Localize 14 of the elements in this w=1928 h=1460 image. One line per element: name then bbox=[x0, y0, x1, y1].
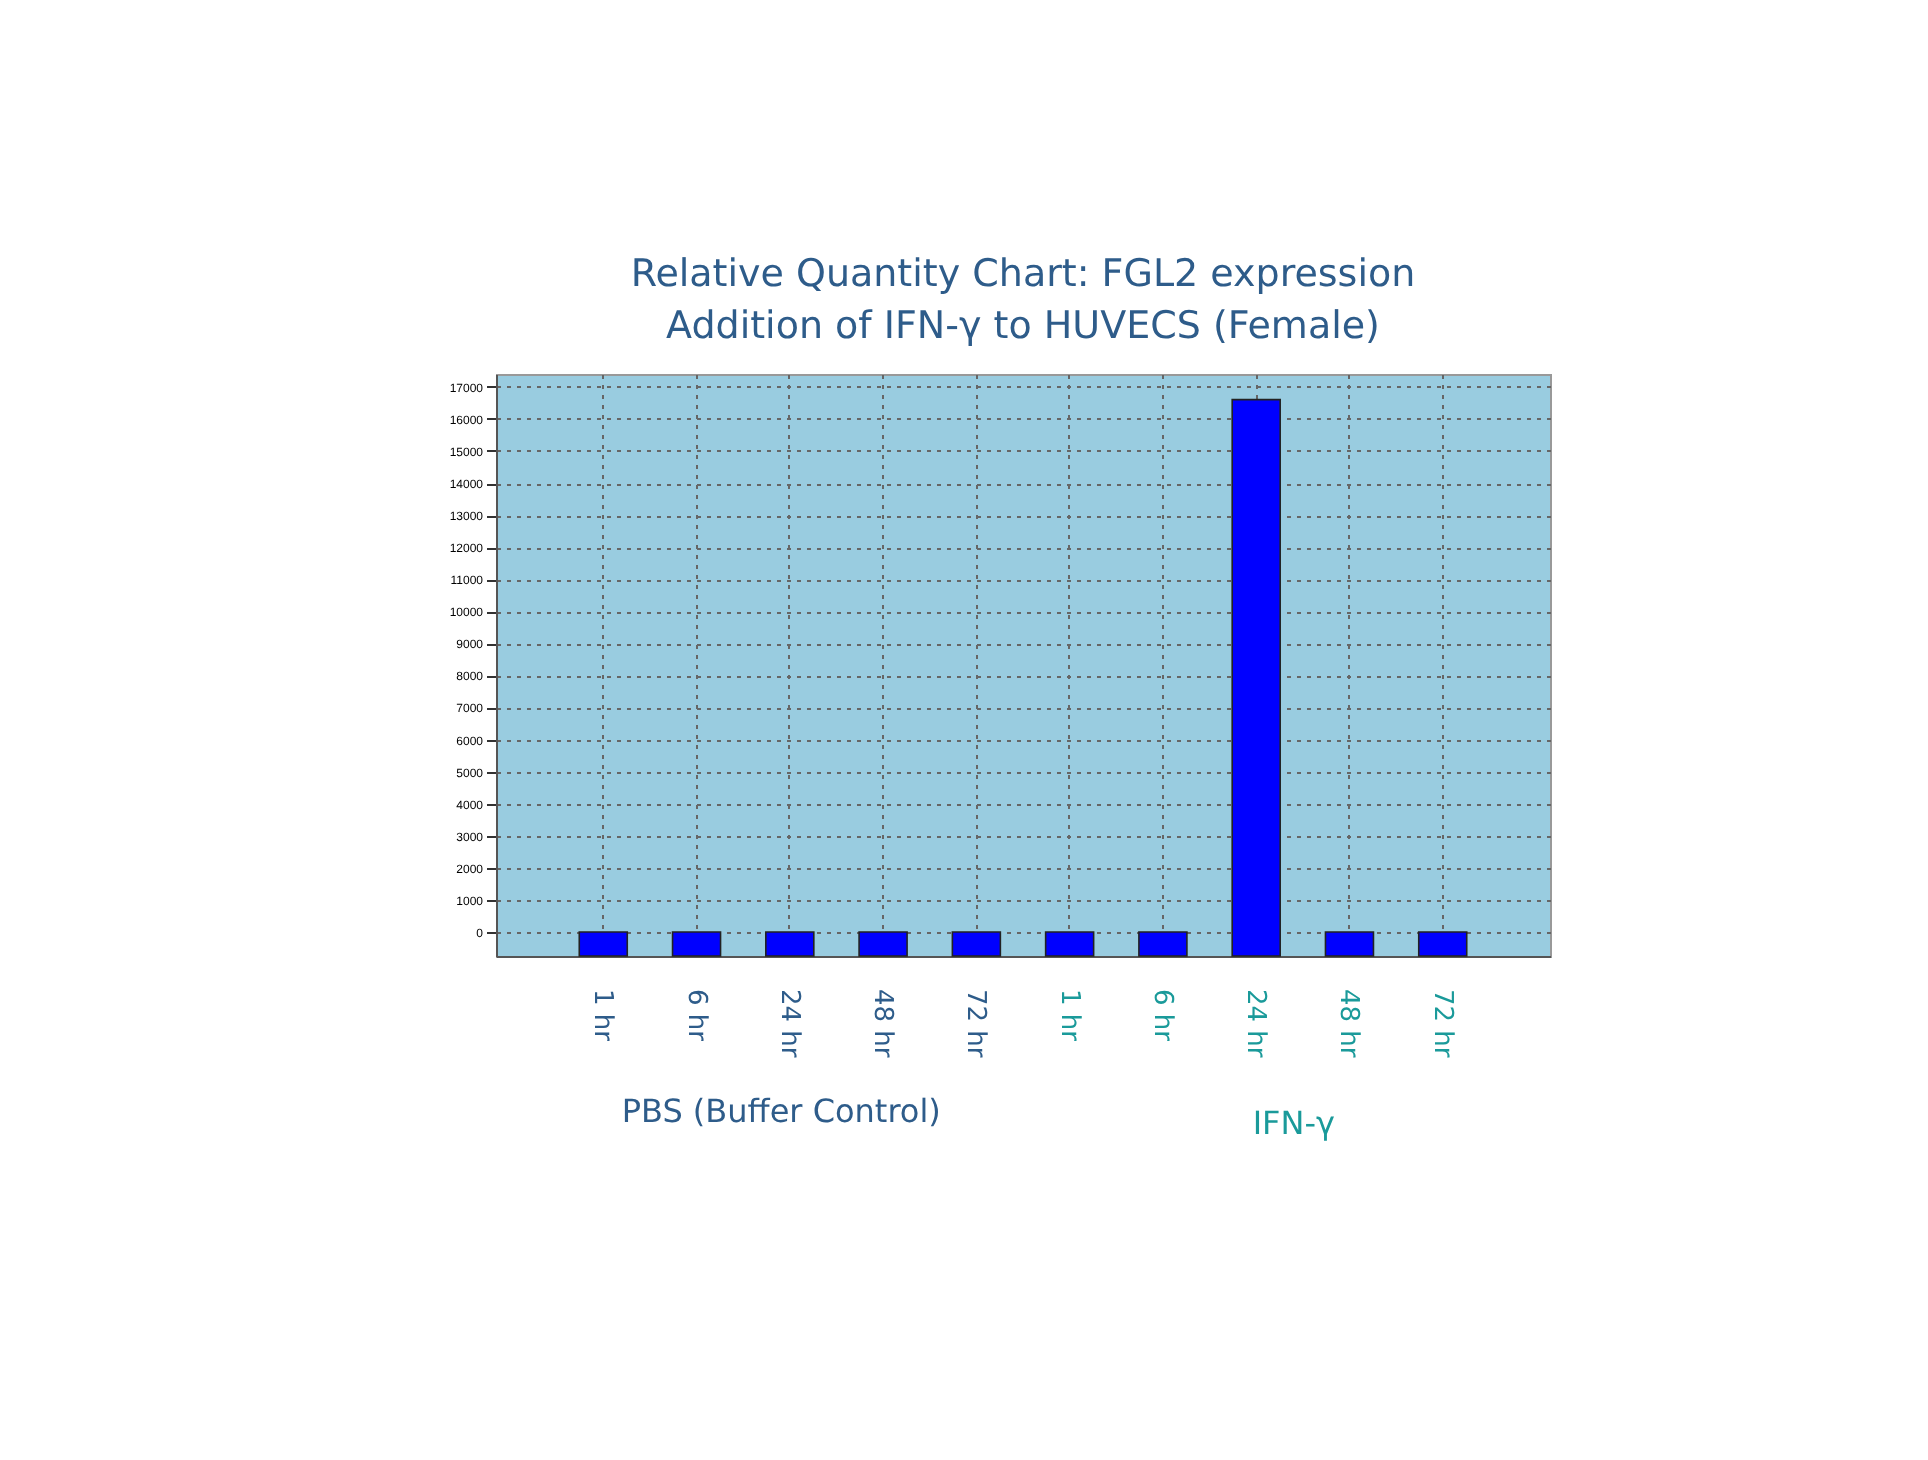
x-tick-label: 72 hr bbox=[1426, 989, 1457, 1059]
text: Relative Quantity Chart: FGL2 expression bbox=[630, 252, 1416, 296]
x-tick-label: 24 hr bbox=[1240, 989, 1271, 1059]
x-tick-label: 1 hr bbox=[1053, 989, 1084, 1043]
x-tick-label: 48 hr bbox=[867, 989, 898, 1059]
x-tick-label: 1 hr bbox=[587, 989, 618, 1043]
x-tick-label: 6 hr bbox=[680, 989, 711, 1043]
x-tick-label: 72 hr bbox=[960, 989, 991, 1059]
text: PBS (Buffer Control) bbox=[621, 1092, 941, 1130]
x-tick-label: 6 hr bbox=[1146, 989, 1177, 1043]
text: IFN-γ bbox=[1252, 1104, 1335, 1142]
x-tick-label: 24 hr bbox=[773, 989, 804, 1059]
text: Addition of IFN-γ to HUVECS (Female) bbox=[666, 304, 1380, 348]
x-tick-label: 48 hr bbox=[1333, 989, 1364, 1059]
